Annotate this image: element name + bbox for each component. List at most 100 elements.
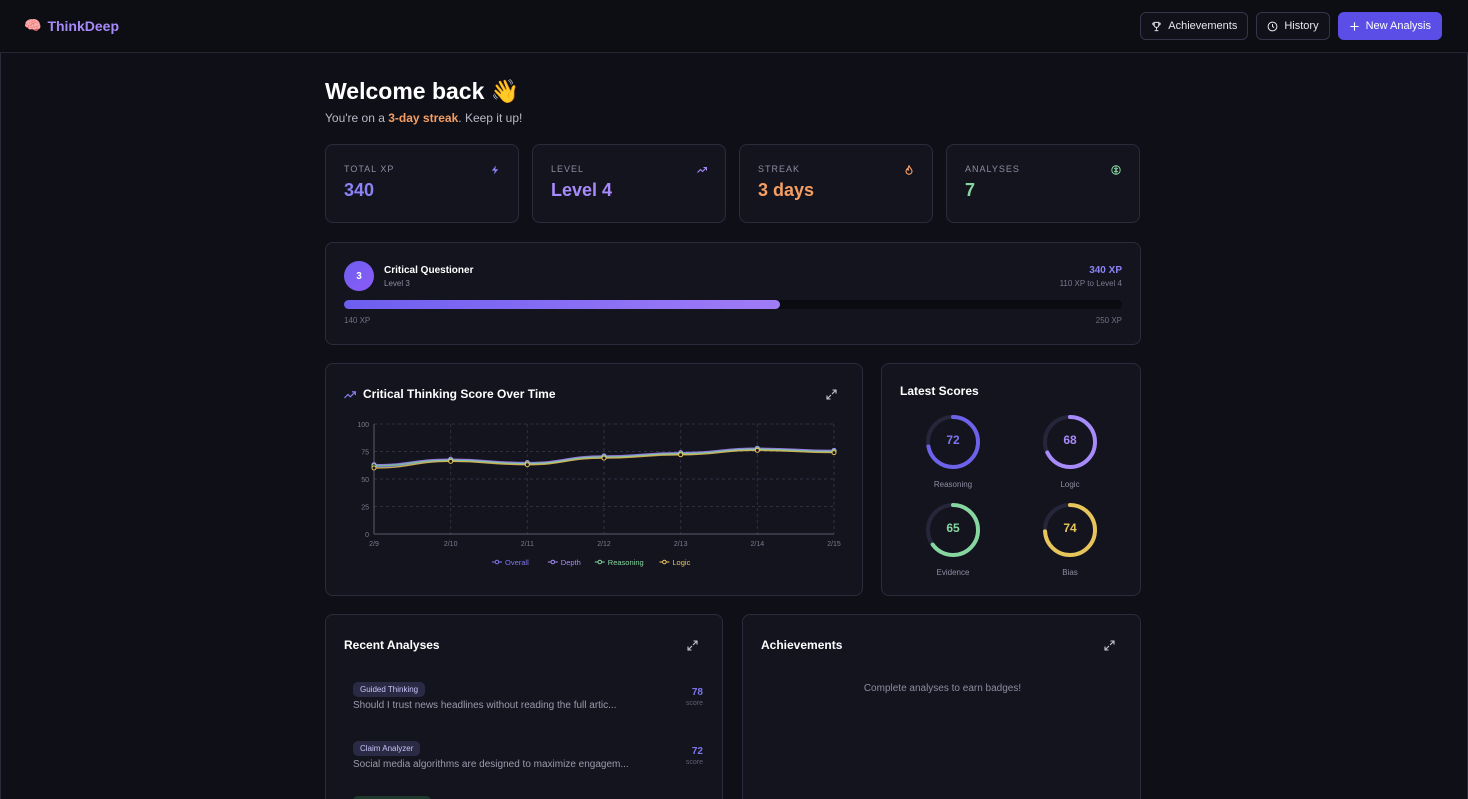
legend-label: Reasoning (608, 558, 644, 567)
chart-title: Critical Thinking Score Over Time (363, 387, 556, 401)
trend-up-icon (697, 166, 707, 173)
history-label: History (1284, 20, 1319, 32)
analysis-text: Should I trust news headlines without re… (353, 700, 617, 711)
ring-gauge (1043, 415, 1097, 469)
recent-analyses-card: Recent Analyses Guided Thinking Should I… (325, 614, 723, 799)
y-tick-label: 50 (361, 477, 369, 484)
page-title: Welcome back 👋 (325, 78, 520, 104)
achievements-title: Achievements (761, 638, 843, 652)
level-title: Critical Questioner (384, 265, 474, 276)
streak-suffix: . Keep it up! (458, 111, 523, 125)
plus-icon (1349, 21, 1359, 31)
streak-message: You're on a 3-day streak. Keep it up! (325, 111, 1141, 125)
xp-progress-fill (344, 300, 780, 309)
brand[interactable]: 🧠 ThinkDeep (24, 17, 119, 34)
stat-streak: STREAK 3 days (739, 144, 933, 223)
lightning-icon (491, 165, 499, 175)
ring-gauge (926, 503, 980, 557)
y-tick-label: 100 (357, 422, 369, 429)
scores-title: Latest Scores (900, 384, 979, 398)
x-tick-label: 2/11 (521, 541, 534, 548)
level-xp: 340 XP (1089, 265, 1122, 276)
stats-row: TOTAL XP 340 LEVEL Level 4 STREAK 3 days… (325, 144, 1141, 223)
y-tick-label: 25 (361, 505, 369, 512)
stat-value: 7 (965, 180, 976, 200)
trend-up-icon (344, 391, 356, 399)
dashboard: Welcome back 👋 You're on a 3-day streak.… (325, 78, 1141, 799)
ring-arc (926, 503, 980, 557)
analysis-tag: Claim Analyzer (353, 741, 421, 756)
analysis-tag: Guided Thinking (353, 682, 426, 697)
legend-marker (550, 559, 556, 565)
ring-gauge (926, 415, 980, 469)
analysis-item[interactable]: Claim Analyzer Social media algorithms a… (353, 738, 703, 770)
analysis-item[interactable]: Guided Thinking Should I trust news head… (353, 679, 703, 711)
xp-min: 140 XP (344, 316, 371, 325)
brain-icon: 🧠 (24, 17, 42, 33)
level-next: 110 XP to Level 4 (1059, 279, 1122, 288)
legend-label: Logic (672, 558, 690, 567)
analysis-score: 78 (691, 687, 703, 698)
recent-title: Recent Analyses (344, 638, 440, 652)
score-line-chart: 0 25 50 75 100 2/9 2/10 2/11 2/12 2/13 2/14 2/15 Ove… (357, 422, 841, 567)
ring-arc (926, 415, 980, 469)
new-analysis-label: New Analysis (1365, 20, 1431, 32)
data-point (831, 450, 837, 456)
stat-value: 3 days (758, 180, 815, 200)
y-tick-label: 0 (365, 532, 369, 539)
legend-marker (494, 559, 500, 565)
expand-icon[interactable] (1104, 640, 1115, 651)
score-ring-reasoning: 72 Reasoning (923, 412, 983, 489)
data-point (448, 458, 454, 464)
achievements-empty-state: Complete analyses to earn badges! (863, 683, 1022, 694)
expand-icon[interactable] (826, 389, 837, 400)
level-badge: 3 (344, 261, 374, 291)
history-button[interactable]: History (1256, 12, 1330, 40)
x-tick-label: 2/12 (597, 541, 611, 548)
score-chart-card: Critical Thinking Score Over Time 0 25 50 7… (325, 363, 863, 596)
trophy-icon (1152, 21, 1161, 31)
analysis-item-partial[interactable] (353, 795, 703, 799)
achievements-button[interactable]: Achievements (1140, 12, 1249, 40)
latest-scores-card: Latest Scores 72 Reasoning 68 Logic 65 E… (881, 363, 1141, 596)
ring-label: Logic (1060, 480, 1080, 489)
y-tick-label: 75 (361, 450, 369, 457)
analysis-score-label: score (685, 759, 703, 766)
new-analysis-button[interactable]: New Analysis (1337, 12, 1442, 40)
stat-value: Level 4 (551, 180, 613, 200)
data-point (754, 447, 760, 453)
ring-value: 74 (1063, 521, 1077, 535)
stat-label: TOTAL XP (344, 164, 395, 174)
ring-value: 72 (946, 433, 960, 447)
data-point (524, 462, 530, 468)
brain-icon (1111, 165, 1121, 175)
stat-analyses: ANALYSES 7 (946, 144, 1140, 223)
level-progress-card: 3 Critical Questioner Level 3 340 XP 110… (325, 242, 1141, 345)
nav-actions: Achievements History New Analysis (1140, 12, 1442, 40)
stat-label: STREAK (758, 164, 801, 174)
streak-prefix: You're on a (325, 111, 389, 125)
clock-icon (1267, 21, 1278, 31)
data-point (601, 455, 607, 461)
analysis-text: Social media algorithms are designed to … (353, 759, 629, 770)
ring-gauge (1043, 503, 1097, 557)
x-tick-label: 2/10 (444, 541, 458, 548)
analysis-score-label: score (685, 700, 703, 707)
stat-label: ANALYSES (965, 164, 1020, 174)
xp-max: 250 XP (1095, 316, 1122, 325)
app-name: ThinkDeep (47, 17, 120, 34)
score-ring-evidence: 65 Evidence (923, 500, 983, 577)
level-subtitle: Level 3 (384, 279, 410, 288)
ring-label: Reasoning (933, 480, 973, 489)
data-point (371, 465, 377, 471)
x-tick-label: 2/9 (369, 541, 379, 548)
analysis-score: 72 (691, 746, 703, 757)
xp-progress-bar (344, 300, 1122, 309)
expand-icon[interactable] (687, 640, 698, 651)
score-ring-bias: 74 Bias (1040, 500, 1100, 577)
stat-level: LEVEL Level 4 (532, 144, 726, 223)
legend-label: Depth (561, 558, 581, 567)
ring-label: Bias (1062, 568, 1078, 577)
legend-label: Overall (505, 558, 529, 567)
ring-arc (1043, 503, 1097, 557)
